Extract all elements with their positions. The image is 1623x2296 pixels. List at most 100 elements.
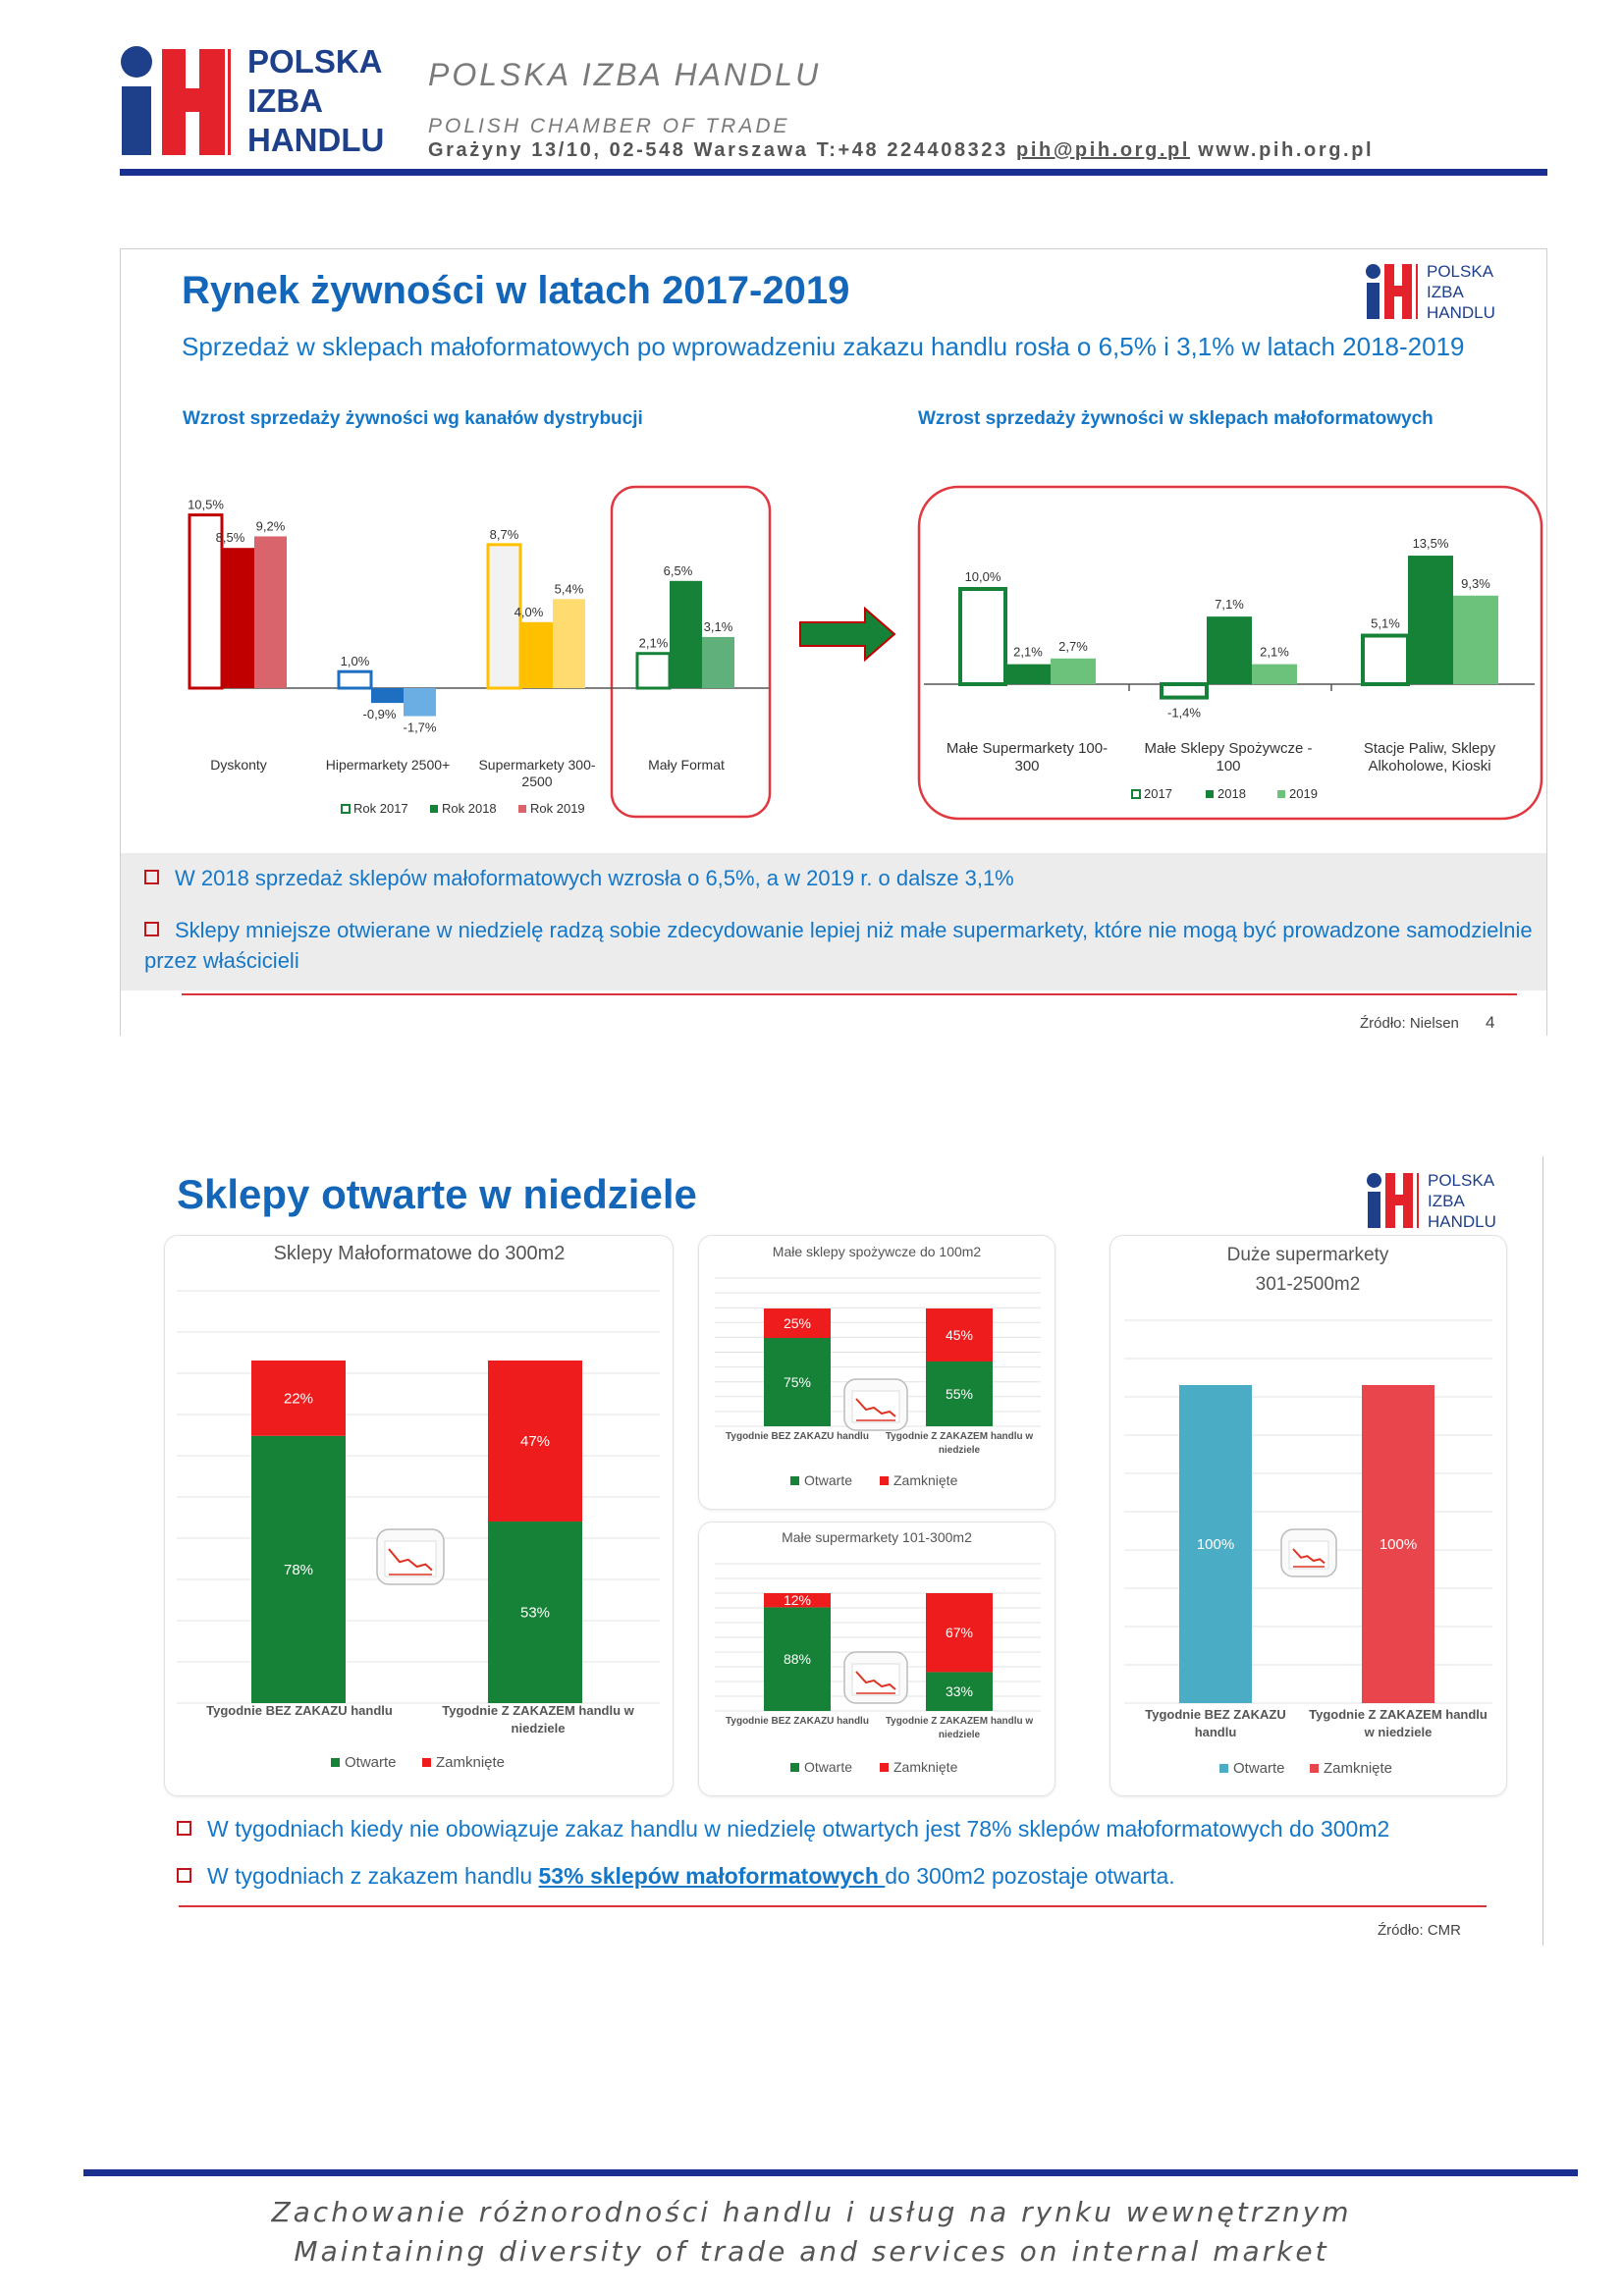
chart-title: Duże supermarkety xyxy=(1227,1245,1389,1265)
arrow-icon xyxy=(799,606,896,663)
bar xyxy=(337,669,373,690)
bar-open xyxy=(1179,1385,1252,1703)
legend-label: Otwarte xyxy=(804,1472,852,1488)
highlight-frame xyxy=(917,485,1543,821)
bar xyxy=(222,548,254,688)
data-label: 2,1% xyxy=(639,636,669,651)
letterhead-rule xyxy=(120,169,1547,176)
data-label: 25% xyxy=(784,1315,811,1331)
chart-thumbnail-icon xyxy=(1280,1528,1337,1577)
bar xyxy=(1005,664,1051,684)
chart-small-super-101-300: Małe supermarkety 101-300m2 88% 12% Tygodni… xyxy=(715,1529,1041,1775)
category-label: Mały Format xyxy=(648,757,725,773)
bullet-text: do 300m2 pozostaje otwarta. xyxy=(885,1863,1175,1889)
data-label: 78% xyxy=(284,1562,313,1578)
bar xyxy=(958,587,1007,686)
legend-swatch xyxy=(341,804,351,814)
category-label: Supermarkety 300- xyxy=(478,757,595,773)
category-label: handlu xyxy=(1195,1725,1237,1739)
checkbox-bullet-icon xyxy=(177,1821,191,1836)
legend-label: Zamknięte xyxy=(436,1754,505,1771)
email-link[interactable]: pih@pih.org.pl xyxy=(1016,139,1191,161)
data-label: 67% xyxy=(946,1625,973,1640)
chart-small-format-300: Sklepy Małoformatowe do 300m2 78% 22% Tygod… xyxy=(177,1243,660,1771)
highlight-frame xyxy=(610,485,772,819)
bullet-item: W tygodniach z zakazem handlu 53% sklepó… xyxy=(177,1863,1175,1890)
data-label: 1,0% xyxy=(341,654,370,668)
letterhead-subtitle: POLISH CHAMBER OF TRADE xyxy=(428,115,790,137)
legend-label: 2018 xyxy=(1217,786,1246,801)
checkbox-bullet-icon xyxy=(144,870,159,884)
bullet-item: W 2018 sprzedaż sklepów małoformatowych … xyxy=(144,863,1014,893)
category-label: Dyskonty xyxy=(210,757,267,773)
category-label: w niedziele xyxy=(1364,1725,1433,1739)
data-label: 10,0% xyxy=(965,569,1001,584)
data-label: 2,1% xyxy=(1013,645,1043,660)
category-label: Stacje Paliw, Sklepy xyxy=(1364,740,1496,757)
source-note: Źródło: Nielsen xyxy=(1360,1015,1459,1032)
bar xyxy=(1207,616,1252,684)
chart-large-super: Duże supermarkety 301-2500m2 100% Tygodnie … xyxy=(1124,1245,1492,1777)
bar xyxy=(1051,658,1096,684)
category-label: 300 xyxy=(1014,758,1039,774)
data-label: 5,1% xyxy=(1371,616,1400,631)
bar-open xyxy=(251,1435,346,1703)
chart-title: Małe sklepy spożywcze do 100m2 xyxy=(773,1244,982,1259)
page-number: 4 xyxy=(1486,1013,1495,1032)
data-label: 10,5% xyxy=(188,498,224,512)
legend-label: Zamknięte xyxy=(1324,1760,1392,1777)
legend-swatch xyxy=(331,1758,340,1767)
legend-label: Otwarte xyxy=(1233,1760,1285,1777)
bar-open xyxy=(764,1607,831,1711)
bullet-item: Sklepy mniejsze otwierane w niedzielę ra… xyxy=(144,915,1539,976)
legend-label: Otwarte xyxy=(804,1759,852,1775)
category-label: Tygodnie BEZ ZAKAZU xyxy=(1145,1707,1285,1722)
chart-thumbnail-icon xyxy=(843,1378,908,1431)
legend-swatch xyxy=(518,805,526,813)
bullet-text: Sklepy mniejsze otwierane w niedzielę ra… xyxy=(144,918,1533,973)
category-label: niedziele xyxy=(939,1730,981,1740)
website-link[interactable]: www.pih.org.pl xyxy=(1198,139,1375,161)
bar-closed xyxy=(251,1361,346,1436)
chart-title: 301-2500m2 xyxy=(1256,1274,1361,1295)
data-label: 100% xyxy=(1197,1536,1234,1553)
chart-thumbnail-icon xyxy=(843,1651,908,1704)
logo-h-right xyxy=(199,49,225,155)
data-label: 33% xyxy=(946,1683,973,1699)
legend-swatch xyxy=(1310,1764,1319,1773)
category-label: Małe Sklepy Spożywcze - xyxy=(1145,740,1313,757)
bullet-item: W tygodniach kiedy nie obowiązuje zakaz … xyxy=(177,1816,1389,1842)
bar xyxy=(702,636,734,688)
bullet-text: W tygodniach kiedy nie obowiązuje zakaz … xyxy=(207,1816,1390,1842)
category-label: Tygodnie BEZ ZAKAZU handlu xyxy=(726,1716,869,1727)
bar-closed xyxy=(926,1593,993,1673)
logo-bar xyxy=(122,86,151,155)
checkbox-bullet-icon xyxy=(177,1868,191,1883)
data-label: -1,4% xyxy=(1167,706,1201,721)
chart-title: Sklepy Małoformatowe do 300m2 xyxy=(274,1243,566,1264)
data-label: 22% xyxy=(284,1390,313,1407)
logo-text-line: IZBA xyxy=(1427,283,1464,301)
checkbox-bullet-icon xyxy=(144,922,159,936)
slide-subtitle: Sprzedaż w sklepach małoformatowych po w… xyxy=(182,332,1465,361)
bar-open xyxy=(764,1338,831,1426)
divider xyxy=(179,1905,1487,1907)
category-label: niedziele xyxy=(512,1721,566,1735)
data-label: 47% xyxy=(520,1433,550,1450)
right-chart-heading: Wzrost sprzedaży żywności w sklepach mał… xyxy=(918,408,1434,429)
data-label: 12% xyxy=(784,1592,811,1608)
bullet-text: W tygodniach z zakazem handlu xyxy=(207,1863,539,1889)
bar xyxy=(371,688,404,704)
category-label: Hipermarkety 2500+ xyxy=(326,757,450,773)
data-label: 75% xyxy=(784,1374,811,1390)
bullet-text: W 2018 sprzedaż sklepów małoformatowych … xyxy=(175,866,1014,890)
bar xyxy=(520,621,553,688)
category-label: 100 xyxy=(1216,758,1240,774)
highlight-link[interactable]: 53% sklepów małoformatowych xyxy=(538,1863,886,1889)
bar-closed xyxy=(926,1308,993,1362)
data-label: 7,1% xyxy=(1215,597,1244,612)
logo-text-line: POLSKA xyxy=(1427,262,1494,281)
category-label: Tygodnie Z ZAKAZEM handlu xyxy=(1309,1707,1488,1722)
bar xyxy=(1361,633,1410,686)
category-label: Małe Supermarkety 100- xyxy=(947,740,1108,757)
